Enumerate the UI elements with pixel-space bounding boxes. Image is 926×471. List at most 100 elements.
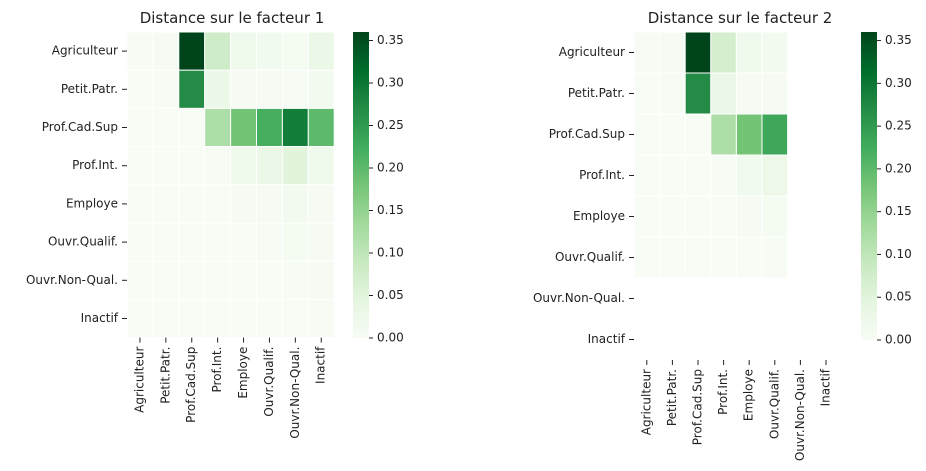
heatmap-cell [178, 69, 206, 109]
y-axis-2: Agriculteur Petit.Patr. Prof.Cad.Sup Pro… [533, 45, 634, 346]
heatmap-cell [710, 236, 737, 279]
y-tick-label: Petit.Patr. [61, 82, 118, 96]
heatmap-cell [152, 146, 180, 186]
heatmap-cell [281, 222, 309, 262]
heatmap-cell [710, 31, 737, 74]
heatmap-cell [684, 195, 712, 238]
heatmap-cell [307, 260, 335, 300]
x-axis-1: Agriculteur Petit.Patr. Prof.Cad.Sup Pro… [132, 337, 328, 439]
heatmap-cell [281, 184, 309, 224]
heatmap-cell [126, 146, 154, 186]
heatmap-cell [178, 31, 206, 71]
x-tick-label: Agriculteur [132, 347, 146, 413]
heatmap-cell [204, 69, 232, 109]
heatmap-cell [761, 72, 789, 115]
heatmap-panel-2: Distance sur le facteur 2 Agriculteur Pe… [533, 9, 912, 461]
y-tick-label: Prof.Cad.Sup [42, 120, 118, 134]
heatmap-cell [659, 72, 686, 115]
heatmap-cell [230, 260, 258, 300]
heatmap-cell [307, 184, 335, 224]
y-tick-label: Inactif [81, 311, 119, 325]
heatmap-cell [633, 154, 661, 197]
heatmap-cell [735, 154, 763, 197]
heatmap-cell [256, 107, 283, 148]
heatmap-cell [710, 195, 737, 238]
heatmap-cell [659, 113, 686, 156]
heatmap-cell [281, 31, 309, 71]
y-tick-label: Agriculteur [559, 45, 625, 59]
heatmap-cell [307, 69, 335, 109]
colorbar-tick-label: 0.10 [885, 247, 912, 261]
heatmap-cell [761, 154, 789, 197]
heatmap-cell [281, 107, 309, 148]
heatmap-cell [684, 31, 712, 74]
heatmap-cell [204, 31, 232, 71]
heatmap-cell [684, 154, 712, 197]
colorbar-tick-label: 0.25 [885, 119, 912, 133]
y-tick-label: Prof.Cad.Sup [549, 127, 625, 141]
heatmap-cell [281, 260, 309, 300]
colorbar-tick-label: 0.35 [377, 33, 404, 47]
heatmap-cell [126, 260, 154, 300]
heatmap-cell [256, 146, 283, 186]
heatmap-cell [204, 298, 232, 339]
heatmap-cell [659, 236, 686, 279]
y-tick-label: Agriculteur [52, 44, 118, 58]
y-tick-label: Ouvr.Qualif. [48, 235, 118, 249]
colorbar-tick-label: 0.30 [885, 76, 912, 90]
x-tick-label: Ouvr.Qualif. [767, 369, 781, 439]
heatmap-cell [659, 154, 686, 197]
heatmap-cell [256, 31, 283, 71]
heatmap-cell [152, 184, 180, 224]
heatmap-cell [256, 69, 283, 109]
heatmap-cell [178, 146, 206, 186]
heatmap-cell [307, 298, 335, 339]
heatmap-cell [684, 72, 712, 115]
heatmap-cell [710, 72, 737, 115]
heatmap-cell [633, 195, 661, 238]
heatmap-cell [633, 72, 661, 115]
colorbar-tick-label: 0.00 [885, 333, 912, 347]
colorbar-tick-label: 0.00 [377, 331, 404, 345]
heatmap-cell [710, 154, 737, 197]
colorbar-tick-label: 0.25 [377, 118, 404, 132]
y-tick-label: Employe [66, 196, 118, 210]
heatmap-cells-2 [633, 31, 789, 279]
heatmap-cell [178, 260, 206, 300]
colorbar-tick-label: 0.35 [885, 33, 912, 47]
x-tick-label: Petit.Patr. [665, 369, 679, 426]
x-axis-2: Agriculteur Petit.Patr. Prof.Cad.Sup Pro… [639, 360, 833, 461]
y-tick-label: Inactif [588, 332, 626, 346]
x-tick-label: Ouvr.Non-Qual. [793, 369, 807, 461]
heatmap-cell [126, 298, 154, 339]
heatmap-cell [152, 222, 180, 262]
heatmap-cell [178, 298, 206, 339]
heatmap-cell [152, 298, 180, 339]
colorbar-gradient [353, 32, 369, 338]
heatmap-cell [152, 69, 180, 109]
heatmap-cell [204, 184, 232, 224]
heatmap-cell [126, 31, 154, 71]
y-tick-label: Prof.Int. [579, 168, 625, 182]
colorbar-tick-label: 0.10 [377, 246, 404, 260]
colorbar-gradient [861, 32, 877, 340]
heatmap-cell [230, 298, 258, 339]
heatmap-cell [281, 146, 309, 186]
heatmap-cell [761, 113, 789, 156]
heatmap-cell [256, 260, 283, 300]
y-tick-label: Petit.Patr. [568, 86, 625, 100]
colorbar-tick-label: 0.05 [377, 288, 404, 302]
heatmap-cell [230, 107, 258, 148]
heatmap-cell [230, 31, 258, 71]
heatmap-cell [126, 222, 154, 262]
y-tick-label: Employe [573, 209, 625, 223]
x-tick-label: Petit.Patr. [158, 347, 172, 404]
heatmap-cell [152, 107, 180, 148]
x-tick-label: Prof.Int. [716, 369, 730, 415]
colorbar-1: 0.00 0.05 0.10 0.15 0.20 0.25 0.30 0.35 [353, 32, 404, 345]
y-tick-label: Ouvr.Non-Qual. [533, 291, 625, 305]
y-tick-label: Ouvr.Non-Qual. [26, 273, 118, 287]
heatmap-cell [281, 69, 309, 109]
heatmap-cell [761, 31, 789, 74]
